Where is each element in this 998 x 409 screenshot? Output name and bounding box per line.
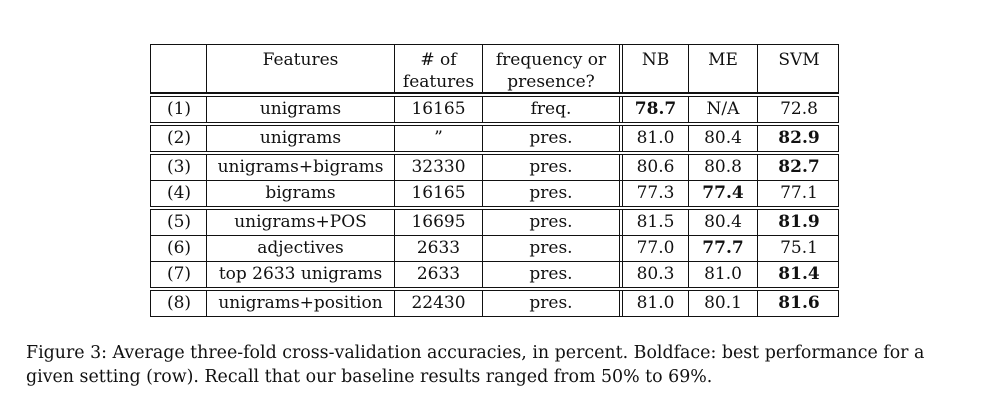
row-features: unigrams+POS bbox=[234, 212, 367, 232]
row-index: (5) bbox=[166, 212, 192, 232]
row-nb: 80.3 bbox=[636, 264, 675, 284]
header-num-features-text: # of features bbox=[402, 50, 475, 92]
row-me: 80.1 bbox=[704, 293, 742, 313]
row-index: (3) bbox=[166, 157, 192, 177]
row-features: unigrams+position bbox=[218, 293, 383, 313]
row-index: (8) bbox=[166, 293, 192, 313]
row-features: unigrams bbox=[259, 128, 342, 148]
row-me: 80.4 bbox=[704, 212, 742, 232]
header-nb: NB bbox=[641, 50, 670, 70]
row-num-features: 16695 bbox=[411, 212, 466, 232]
row-features: adjectives bbox=[257, 238, 344, 258]
row-frequency-presence: pres. bbox=[529, 238, 573, 258]
figure-caption: Figure 3: Average three-fold cross-valid… bbox=[26, 343, 925, 387]
row-frequency-presence: pres. bbox=[529, 212, 573, 232]
table-row: (5) unigrams+POS 16695 pres. 81.5 80.4 81.9 bbox=[150, 210, 839, 235]
row-num-features: 16165 bbox=[411, 183, 466, 203]
row-num-features: 2633 bbox=[416, 264, 461, 284]
row-nb: 77.3 bbox=[636, 183, 675, 203]
row-me: 80.8 bbox=[704, 157, 742, 177]
row-index: (7) bbox=[166, 264, 192, 284]
row-nb: 77.0 bbox=[636, 238, 675, 258]
header-features: Features bbox=[262, 50, 339, 70]
row-nb: 81.0 bbox=[636, 128, 675, 148]
row-features: bigrams bbox=[265, 183, 336, 203]
row-index: (6) bbox=[166, 238, 192, 258]
header-num-features: # of features bbox=[395, 45, 482, 92]
header-svm: SVM bbox=[778, 50, 820, 70]
row-num-features: 2633 bbox=[416, 238, 461, 258]
row-num-features: ” bbox=[434, 128, 443, 148]
row-svm: 82.9 bbox=[778, 128, 820, 148]
row-svm: 81.9 bbox=[778, 212, 820, 232]
row-svm: 72.8 bbox=[780, 99, 818, 119]
row-index: (2) bbox=[166, 128, 192, 148]
row-nb: 80.6 bbox=[636, 157, 675, 177]
header-me: ME bbox=[708, 50, 738, 70]
row-svm: 77.1 bbox=[780, 183, 818, 203]
row-frequency-presence: pres. bbox=[529, 264, 573, 284]
row-svm: 81.6 bbox=[778, 293, 820, 313]
row-features: top 2633 unigrams bbox=[218, 264, 383, 284]
table-row: (3) unigrams+bigrams 32330 pres. 80.6 80.8 82.… bbox=[150, 155, 839, 180]
row-num-features: 32330 bbox=[411, 157, 466, 177]
table-header: Features # of features frequency or pres… bbox=[150, 44, 839, 93]
row-me: 80.4 bbox=[704, 128, 742, 148]
row-frequency-presence: pres. bbox=[529, 293, 573, 313]
table-row: (6) adjectives 2633 pres. 77.0 77.7 75.1 bbox=[150, 236, 839, 261]
header-frequency-presence: frequency or presence? bbox=[483, 45, 619, 92]
table-row: (8) unigrams+position 22430 pres. 81.0 80.1 81… bbox=[150, 291, 839, 316]
row-num-features: 16165 bbox=[411, 99, 466, 119]
table-row: (2) unigrams ” pres. 81.0 80.4 82.9 bbox=[150, 126, 839, 151]
row-index: (4) bbox=[166, 183, 192, 203]
results-table: Features # of features frequency or pres… bbox=[150, 44, 839, 317]
row-me: 81.0 bbox=[704, 264, 742, 284]
header-index bbox=[151, 45, 207, 92]
table-row: (7) top 2633 unigrams 2633 pres. 80.3 81.0 81.… bbox=[150, 262, 839, 287]
row-num-features: 22430 bbox=[411, 293, 466, 313]
row-features: unigrams+bigrams bbox=[217, 157, 384, 177]
row-index: (1) bbox=[166, 99, 192, 119]
header-frequency-presence-text: frequency or presence? bbox=[495, 50, 607, 92]
row-frequency-presence: freq. bbox=[530, 99, 572, 119]
row-me: 77.7 bbox=[702, 238, 744, 258]
table-row: (1) unigrams 16165 freq. 78.7 N/A 72.8 bbox=[150, 97, 839, 122]
row-nb: 81.0 bbox=[636, 293, 675, 313]
row-me: 77.4 bbox=[702, 183, 744, 203]
row-svm: 75.1 bbox=[780, 238, 818, 258]
row-frequency-presence: pres. bbox=[529, 128, 573, 148]
row-features: unigrams bbox=[259, 99, 342, 119]
row-nb: 78.7 bbox=[634, 99, 677, 119]
row-nb: 81.5 bbox=[636, 212, 675, 232]
row-me: N/A bbox=[706, 99, 740, 119]
row-frequency-presence: pres. bbox=[529, 183, 573, 203]
row-svm: 82.7 bbox=[778, 157, 820, 177]
row-frequency-presence: pres. bbox=[529, 157, 573, 177]
table-row: (4) bigrams 16165 pres. 77.3 77.4 77.1 bbox=[150, 181, 839, 206]
row-svm: 81.4 bbox=[778, 264, 820, 284]
